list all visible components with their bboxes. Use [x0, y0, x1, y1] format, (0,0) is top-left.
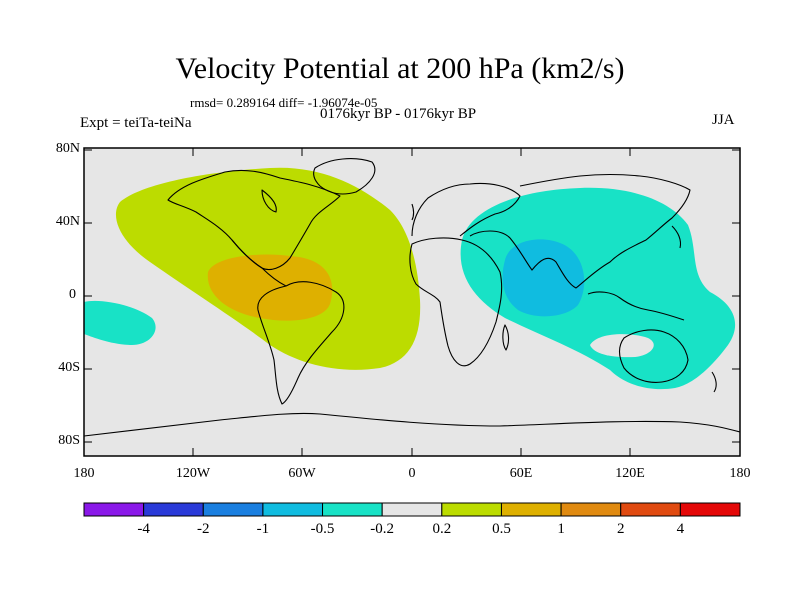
lat-label: 80S [58, 433, 80, 448]
lat-ticks [84, 149, 740, 443]
colorbar-box [202, 502, 264, 517]
experiment-label: Expt = teiTa-teiNa [80, 115, 192, 131]
lon-label: 120W [175, 466, 211, 481]
colorbar-box [83, 502, 145, 517]
lon-label: 60W [288, 466, 316, 481]
lat-label: 40S [58, 360, 80, 375]
lon-label: 60E [509, 466, 533, 481]
colorbar-label: -0.2 [370, 521, 395, 537]
rmsd-diff-stats: rmsd= 0.289164 diff= -1.96074e-05 [190, 95, 378, 110]
negative-anomaly-pacific [84, 300, 156, 346]
colorbar-label: 1 [557, 521, 565, 537]
lon-ticks [83, 148, 741, 456]
colorbar-label: -2 [197, 521, 210, 537]
lon-label: 0 [408, 466, 416, 481]
coastlines [84, 158, 740, 437]
season-label: JJA [712, 112, 735, 128]
colorbar-box [679, 502, 741, 517]
colorbar-box [620, 502, 681, 517]
positive-core-south-america [207, 254, 333, 321]
colorbar-label: 0.5 [492, 521, 511, 537]
lat-label: 0 [69, 287, 76, 302]
lon-label: 180 [729, 466, 751, 481]
chart-title: Velocity Potential at 200 hPa (km2/s) [175, 52, 625, 85]
negative-core-arabian-sea [502, 239, 585, 317]
colorbar-label: 0.2 [432, 521, 452, 537]
period-subtitle: 0176kyr BP - 0176kyr BP [320, 106, 477, 122]
colorbar-box [381, 502, 443, 517]
colorbar-box [322, 502, 383, 517]
colorbar-label: 4 [676, 521, 685, 537]
colorbar-label: -1 [256, 521, 270, 537]
colorbar-box [262, 502, 324, 517]
lon-label: 120E [615, 466, 645, 481]
colorbar-label: -0.5 [310, 521, 335, 537]
neutral-region-australia [590, 334, 654, 358]
lat-label: 80N [55, 141, 80, 156]
colorbar-box [500, 502, 562, 517]
colorbar-box [143, 502, 204, 517]
colorbar-label: -4 [137, 521, 150, 537]
colorbar-box [441, 502, 502, 517]
colorbar [83, 502, 741, 517]
lat-label: 40N [55, 214, 80, 229]
colorbar-label: 2 [616, 521, 625, 537]
colorbar-box [560, 502, 622, 517]
lon-label: 180 [73, 466, 95, 481]
negative-anomaly-eurasia [460, 187, 736, 390]
